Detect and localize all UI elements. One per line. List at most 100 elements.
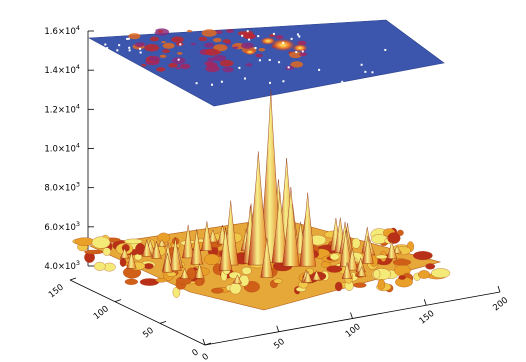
- projection-speck: [364, 70, 367, 73]
- projection-hotspot: [270, 38, 296, 52]
- surface-bump: [74, 237, 95, 246]
- projection-blob: [168, 62, 178, 68]
- surface-bump: [119, 257, 127, 267]
- x-tick-mark: [202, 338, 206, 346]
- projection-blob: [275, 35, 284, 40]
- surface-spike: [386, 240, 398, 259]
- surface-bump: [398, 275, 406, 280]
- projection-speck: [128, 49, 131, 52]
- projection-speck: [371, 71, 374, 74]
- surface-bump: [124, 238, 143, 245]
- projection-speck: [177, 58, 180, 61]
- projection-speck: [296, 33, 299, 36]
- projection-speck: [272, 32, 275, 35]
- z-tick-label: 8.0×103: [44, 181, 80, 194]
- projection-speck: [139, 51, 142, 54]
- projection-speck: [127, 37, 130, 40]
- surface: [72, 89, 451, 311]
- y-tick-mark: [114, 299, 122, 303]
- surface-bump: [371, 234, 388, 244]
- surface-bump: [377, 278, 386, 290]
- projection-speck: [287, 66, 290, 69]
- projection-blob: [204, 48, 220, 56]
- projection-blob: [205, 65, 220, 73]
- surface-bump: [194, 278, 203, 286]
- surface-bump: [124, 278, 138, 285]
- projection-speck: [384, 48, 387, 51]
- projection-speck: [278, 61, 281, 64]
- projection-speck: [104, 43, 107, 46]
- x-tick-label: 200: [491, 295, 510, 313]
- projection-blob: [156, 67, 166, 72]
- projection-blob: [203, 42, 215, 48]
- surface-spike: [190, 229, 203, 265]
- projection-speck: [369, 84, 372, 87]
- surface-bump: [431, 268, 451, 279]
- surface-bump: [329, 253, 340, 261]
- projection-blob: [148, 56, 160, 62]
- projection-speck: [100, 56, 103, 59]
- projection-blob: [225, 29, 234, 33]
- surface-spike: [126, 252, 137, 269]
- projection-blob: [213, 54, 227, 62]
- surface-spike: [362, 236, 374, 264]
- surface-spike: [311, 270, 322, 281]
- y-axis-line: [69, 279, 206, 346]
- projection-speck: [282, 80, 285, 83]
- x-tick-label: 100: [344, 322, 363, 340]
- surface-bump: [157, 232, 170, 243]
- surface-bump: [351, 238, 361, 249]
- x-tick-mark: [497, 285, 501, 293]
- projection-speck: [116, 49, 119, 52]
- surface-spike: [299, 192, 316, 267]
- projection-blob: [190, 42, 196, 46]
- projection-blob: [149, 36, 160, 42]
- projection-blob: [222, 39, 231, 44]
- surface-spike: [169, 237, 182, 271]
- projection-speck: [118, 44, 121, 47]
- projection-blob: [175, 67, 181, 70]
- x-tick-mark: [350, 312, 353, 319]
- surface-bump: [239, 274, 250, 287]
- projection-blob: [144, 44, 160, 52]
- x-tick-label: 150: [418, 309, 437, 327]
- projection-speck: [341, 80, 344, 83]
- projection-blob: [212, 37, 222, 43]
- z-tick-label: 6.0×103: [44, 220, 80, 233]
- projection-speck: [126, 37, 129, 40]
- projection-blob: [141, 63, 147, 67]
- projection-plane: [87, 19, 445, 107]
- projection-blob: [171, 36, 184, 43]
- surface-bump: [326, 265, 343, 273]
- projection-blob: [134, 42, 145, 48]
- projection-speck: [243, 77, 246, 80]
- surface-bump: [228, 271, 242, 279]
- y-tick-label: 0: [190, 347, 200, 358]
- projection-speck: [128, 46, 131, 49]
- projection-blob: [242, 33, 255, 40]
- projection-blob: [215, 30, 223, 34]
- projection-speck: [248, 38, 251, 41]
- y-tick-mark: [159, 320, 167, 324]
- projection-blob: [219, 59, 234, 67]
- surface-spike: [151, 241, 162, 259]
- projection-speck: [179, 43, 182, 46]
- surface-bump: [413, 251, 433, 261]
- projection-blob: [162, 42, 175, 49]
- z-axis: 4.0×103 6.0×103 8.0×103 1.0×104 1.2×104 1.4×1…: [44, 24, 94, 272]
- x-tick-mark: [423, 299, 427, 306]
- x-tick-label: 0: [201, 352, 211, 362]
- surface-spike: [200, 221, 213, 251]
- projection-blob: [187, 29, 192, 33]
- projection-blob: [241, 42, 254, 49]
- surface-spike: [182, 224, 195, 259]
- projection-blob: [290, 61, 304, 68]
- surface-bump: [84, 249, 104, 255]
- surface-bump: [102, 247, 112, 256]
- projection-speck: [407, 78, 410, 81]
- projection-speck: [257, 35, 260, 38]
- projection-speck: [254, 46, 257, 49]
- surface-bump: [229, 282, 242, 295]
- surface-bump: [143, 263, 154, 270]
- projection-blob: [232, 46, 239, 49]
